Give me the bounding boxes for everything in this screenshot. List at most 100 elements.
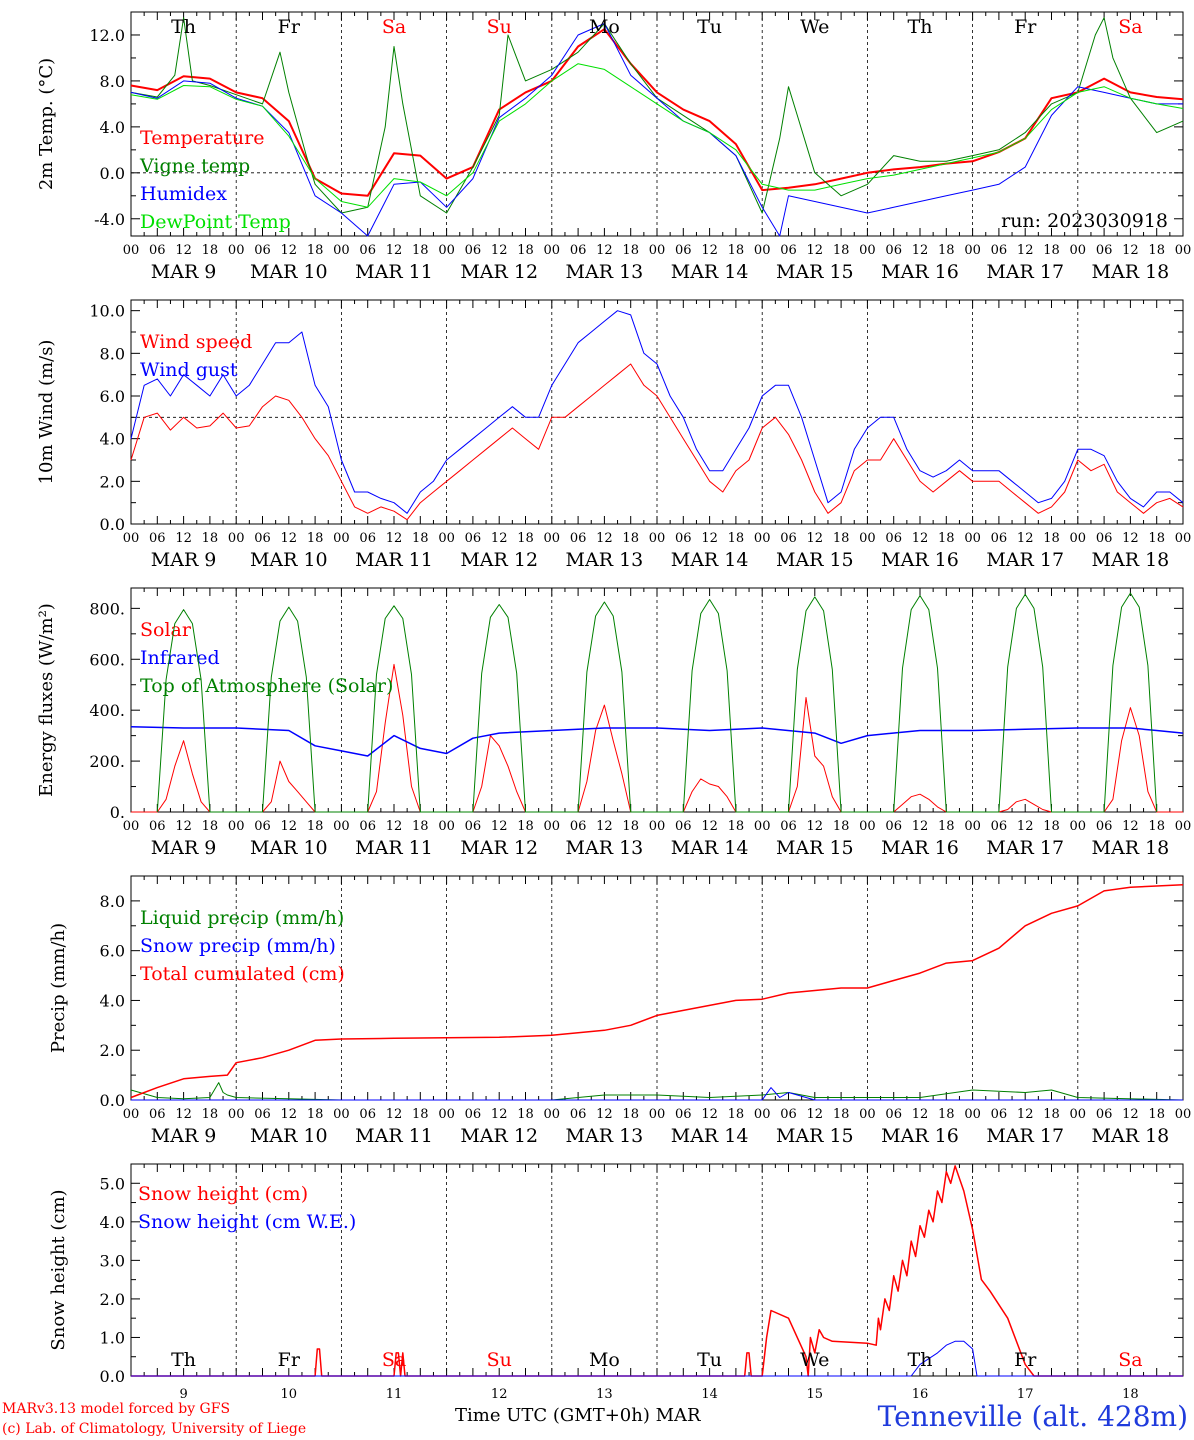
energy-hour-tick-label: 06 bbox=[465, 819, 482, 834]
snow-y-axis-label: Snow height (cm) bbox=[48, 1189, 69, 1350]
wind-hour-tick-label: 12 bbox=[912, 531, 929, 546]
precip-hour-tick-label: 12 bbox=[491, 1107, 508, 1122]
snow-y-tick-label: 0.0 bbox=[100, 1367, 125, 1386]
wind-series-line bbox=[130, 363, 1184, 521]
precip-hour-tick-label: 18 bbox=[622, 1107, 639, 1122]
model-credit-line-1: MARv3.13 model forced by GFS bbox=[2, 1401, 231, 1417]
temp-hour-tick-label: 06 bbox=[254, 243, 271, 258]
precip-hour-tick-label: 18 bbox=[728, 1107, 745, 1122]
energy-day-label: MAR 14 bbox=[671, 837, 749, 859]
temp-hour-tick-label: 06 bbox=[885, 243, 902, 258]
energy-hour-tick-label: 12 bbox=[386, 819, 403, 834]
precip-day-label: MAR 9 bbox=[151, 1125, 217, 1147]
precip-hour-tick-label: 06 bbox=[465, 1107, 482, 1122]
temp-hour-tick-label: 12 bbox=[491, 243, 508, 258]
wind-day-label: MAR 18 bbox=[1092, 549, 1170, 571]
wind-hour-tick-label: 06 bbox=[254, 531, 271, 546]
energy-series-line bbox=[156, 592, 1158, 813]
energy-hour-tick-label: 18 bbox=[833, 819, 850, 834]
temp-hour-tick-label: 06 bbox=[780, 243, 797, 258]
energy-hour-tick-label: 18 bbox=[1148, 819, 1165, 834]
energy-day-label: MAR 13 bbox=[566, 837, 644, 859]
temp-day-label: MAR 16 bbox=[881, 261, 959, 283]
energy-hour-tick-label: 06 bbox=[885, 819, 902, 834]
wind-hour-tick-label: 06 bbox=[991, 531, 1008, 546]
energy-legend-entry: Solar bbox=[140, 619, 192, 641]
precip-hour-tick-label: 00 bbox=[438, 1107, 455, 1122]
temp-hour-tick-label: 06 bbox=[1096, 243, 1113, 258]
precip-hour-tick-label: 00 bbox=[1070, 1107, 1087, 1122]
energy-hour-tick-label: 12 bbox=[701, 819, 718, 834]
wind-hour-tick-label: 00 bbox=[438, 531, 455, 546]
temp-hour-tick-label: 06 bbox=[149, 243, 166, 258]
temp-hour-tick-label: 18 bbox=[833, 243, 850, 258]
wind-hour-tick-label: 18 bbox=[833, 531, 850, 546]
wind-hour-tick-label: 12 bbox=[491, 531, 508, 546]
wind-hour-tick-label: 00 bbox=[964, 531, 981, 546]
wind-hour-tick-label: 00 bbox=[754, 531, 771, 546]
precip-y-tick-label: 6.0 bbox=[100, 942, 125, 961]
temp-hour-tick-label: 06 bbox=[465, 243, 482, 258]
temp-hour-tick-label: 00 bbox=[964, 243, 981, 258]
snow-weekday-label: Sa bbox=[1118, 1349, 1142, 1371]
precip-series-line bbox=[131, 1087, 1183, 1101]
energy-hour-tick-label: 00 bbox=[859, 819, 876, 834]
energy-day-label: MAR 12 bbox=[460, 837, 538, 859]
wind-y-tick-label: 2.0 bbox=[100, 472, 125, 491]
energy-legend-entry: Top of Atmosphere (Solar) bbox=[140, 675, 393, 697]
snow-weekday-label: Sa bbox=[382, 1349, 406, 1371]
energy-hour-tick-label: 00 bbox=[754, 819, 771, 834]
temp-hour-tick-label: 18 bbox=[517, 243, 534, 258]
temp-series-line bbox=[130, 63, 1184, 208]
temp-hour-tick-label: 18 bbox=[938, 243, 955, 258]
energy-hour-tick-label: 12 bbox=[491, 819, 508, 834]
energy-hour-tick-label: 18 bbox=[728, 819, 745, 834]
time-axis-title: Time UTC (GMT+0h) bbox=[455, 1405, 650, 1426]
wind-hour-tick-label: 12 bbox=[1017, 531, 1034, 546]
precip-hour-tick-label: 00 bbox=[859, 1107, 876, 1122]
temp-weekday-label: Su bbox=[487, 16, 512, 38]
wind-legend-entry: Wind speed bbox=[140, 331, 252, 353]
wind-day-label: MAR 10 bbox=[250, 549, 328, 571]
precip-day-label: MAR 15 bbox=[776, 1125, 854, 1147]
precip-hour-tick-label: 00 bbox=[333, 1107, 350, 1122]
station-name: Tenneville (alt. 428m) bbox=[877, 1400, 1188, 1433]
precip-series-line bbox=[130, 883, 1184, 1099]
energy-hour-tick-label: 12 bbox=[1017, 819, 1034, 834]
precip-hour-tick-label: 00 bbox=[754, 1107, 771, 1122]
precip-hour-tick-label: 06 bbox=[675, 1107, 692, 1122]
temp-hour-tick-label: 06 bbox=[570, 243, 587, 258]
wind-hour-tick-label: 00 bbox=[649, 531, 666, 546]
precip-day-label: MAR 18 bbox=[1092, 1125, 1170, 1147]
temp-hour-tick-label: 12 bbox=[701, 243, 718, 258]
energy-hour-tick-label: 00 bbox=[649, 819, 666, 834]
snow-weekday-label: We bbox=[800, 1349, 829, 1371]
temp-hour-tick-label: 12 bbox=[912, 243, 929, 258]
energy-day-label: MAR 17 bbox=[986, 837, 1064, 859]
energy-hour-tick-label: 12 bbox=[175, 819, 192, 834]
temp-hour-tick-label: 18 bbox=[1043, 243, 1060, 258]
wind-day-label: MAR 12 bbox=[460, 549, 538, 571]
precip-hour-tick-label: 06 bbox=[149, 1107, 166, 1122]
snow-weekday-label: Th bbox=[908, 1349, 933, 1371]
snow-date-label: 13 bbox=[596, 1387, 613, 1402]
energy-hour-tick-label: 00 bbox=[228, 819, 245, 834]
temp-y-axis-label: 2m Temp. (°C) bbox=[36, 58, 57, 190]
snow-weekday-label: Fr bbox=[1014, 1349, 1037, 1371]
wind-day-label: MAR 9 bbox=[151, 549, 217, 571]
temp-weekday-label: We bbox=[800, 16, 829, 38]
temp-hour-tick-label: 18 bbox=[1148, 243, 1165, 258]
energy-hour-tick-label: 06 bbox=[359, 819, 376, 834]
wind-hour-tick-label: 00 bbox=[228, 531, 245, 546]
energy-hour-tick-label: 06 bbox=[991, 819, 1008, 834]
wind-hour-tick-label: 18 bbox=[728, 531, 745, 546]
wind-day-label: MAR 11 bbox=[355, 549, 433, 571]
temp-hour-tick-label: 06 bbox=[359, 243, 376, 258]
precip-y-tick-label: 2.0 bbox=[100, 1041, 125, 1060]
energy-hour-tick-label: 00 bbox=[544, 819, 561, 834]
snow-date-label: 9 bbox=[179, 1387, 187, 1402]
precip-day-label: MAR 14 bbox=[671, 1125, 749, 1147]
temp-legend-entry: Vigne temp bbox=[139, 155, 250, 177]
precip-y-tick-label: 8.0 bbox=[100, 892, 125, 911]
precip-hour-tick-label: 00 bbox=[228, 1107, 245, 1122]
